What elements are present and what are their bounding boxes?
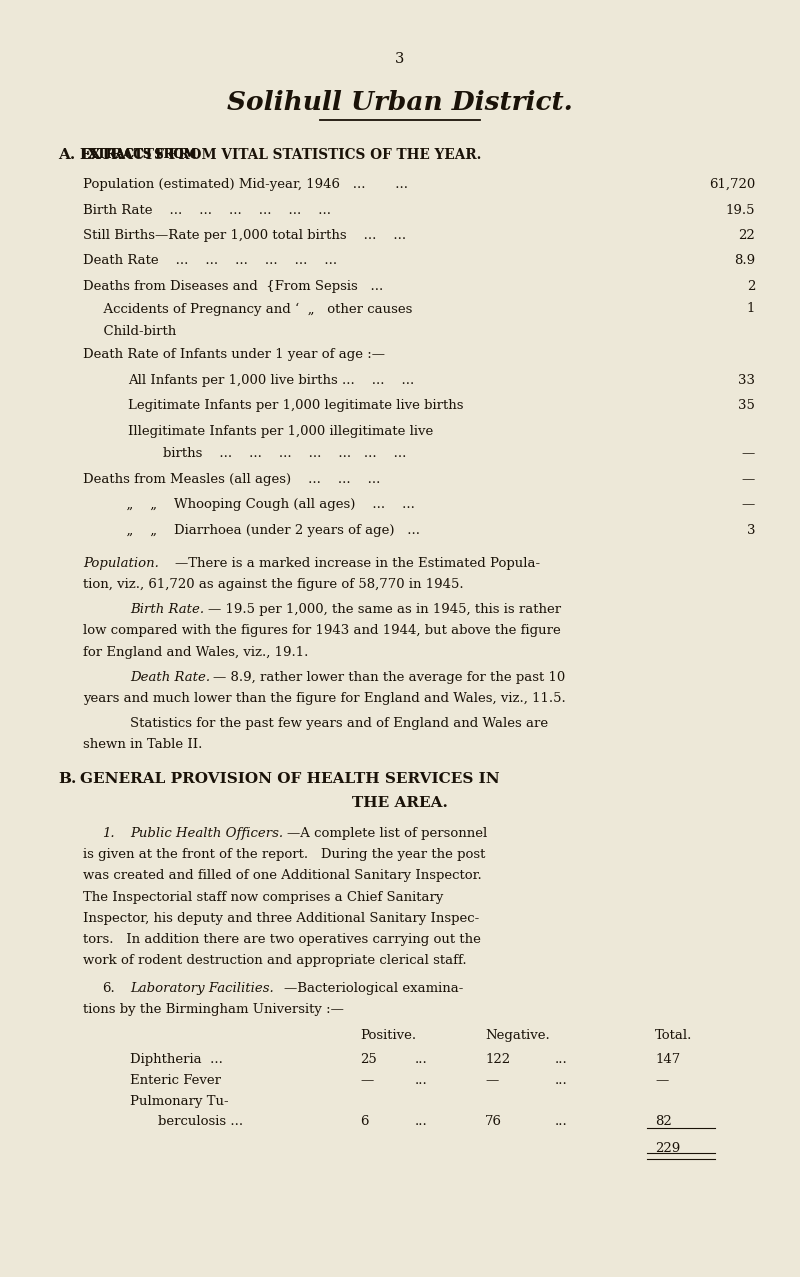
Text: tion, viz., 61,720 as against the figure of 58,770 in 1945.: tion, viz., 61,720 as against the figure… bbox=[83, 578, 464, 591]
Text: 1.: 1. bbox=[102, 827, 114, 840]
Text: Solihull Urban District.: Solihull Urban District. bbox=[227, 89, 573, 115]
Text: —: — bbox=[742, 447, 755, 460]
Text: 19.5: 19.5 bbox=[726, 203, 755, 217]
Text: 3: 3 bbox=[746, 524, 755, 536]
Text: Deaths from Diseases and  {From Sepsis   ...: Deaths from Diseases and {From Sepsis ..… bbox=[83, 280, 413, 292]
Text: Illegitimate Infants per 1,000 illegitimate live: Illegitimate Infants per 1,000 illegitim… bbox=[128, 425, 434, 438]
Text: The Inspectorial staff now comprises a Chief Sanitary: The Inspectorial staff now comprises a C… bbox=[83, 890, 443, 904]
Text: — 8.9, rather lower than the average for the past 10: — 8.9, rather lower than the average for… bbox=[213, 670, 566, 683]
Text: 33: 33 bbox=[738, 374, 755, 387]
Text: THE AREA.: THE AREA. bbox=[352, 797, 448, 811]
Text: ...: ... bbox=[415, 1115, 428, 1128]
Text: Diphtheria  ...: Diphtheria ... bbox=[130, 1052, 227, 1066]
Text: All Infants per 1,000 live births ...    ...    ...: All Infants per 1,000 live births ... ..… bbox=[128, 374, 422, 387]
Text: XTRACTS FROM: XTRACTS FROM bbox=[89, 148, 202, 161]
Text: 82: 82 bbox=[655, 1115, 672, 1128]
Text: —A complete list of personnel: —A complete list of personnel bbox=[287, 827, 487, 840]
Text: „    „    Diarrhoea (under 2 years of age)   ...: „ „ Diarrhoea (under 2 years of age) ... bbox=[118, 524, 429, 536]
Text: Accidents of Pregnancy and ‘  „   other causes: Accidents of Pregnancy and ‘ „ other cau… bbox=[95, 303, 412, 315]
Text: tors.   In addition there are two operatives carrying out the: tors. In addition there are two operativ… bbox=[83, 933, 481, 946]
Text: Statistics for the past few years and of England and Wales are: Statistics for the past few years and of… bbox=[130, 716, 548, 729]
Text: shewn in Table II.: shewn in Table II. bbox=[83, 738, 202, 751]
Text: Legitimate Infants per 1,000 legitimate live births: Legitimate Infants per 1,000 legitimate … bbox=[128, 400, 463, 412]
Text: Still Births—Rate per 1,000 total births    ...    ...: Still Births—Rate per 1,000 total births… bbox=[83, 229, 414, 243]
Text: 147: 147 bbox=[655, 1052, 680, 1066]
Text: 6.: 6. bbox=[102, 982, 114, 995]
Text: 122: 122 bbox=[485, 1052, 510, 1066]
Text: Birth Rate    ...    ...    ...    ...    ...    ...: Birth Rate ... ... ... ... ... ... bbox=[83, 203, 344, 217]
Text: E: E bbox=[80, 148, 90, 162]
Text: 22: 22 bbox=[738, 229, 755, 243]
Text: 25: 25 bbox=[360, 1052, 377, 1066]
Text: —: — bbox=[655, 1074, 668, 1087]
Text: Death Rate.: Death Rate. bbox=[130, 670, 210, 683]
Text: Child-birth: Child-birth bbox=[95, 324, 176, 338]
Text: —: — bbox=[742, 472, 755, 485]
Text: 76: 76 bbox=[485, 1115, 502, 1128]
Text: — 19.5 per 1,000, the same as in 1945, this is rather: — 19.5 per 1,000, the same as in 1945, t… bbox=[209, 603, 562, 616]
Text: is given at the front of the report.   During the year the post: is given at the front of the report. Dur… bbox=[83, 848, 486, 861]
Text: Inspector, his deputy and three Additional Sanitary Inspec-: Inspector, his deputy and three Addition… bbox=[83, 912, 479, 925]
Text: Pulmonary Tu-: Pulmonary Tu- bbox=[130, 1096, 229, 1108]
Text: ...: ... bbox=[555, 1052, 568, 1066]
Text: births    ...    ...    ...    ...    ...   ...    ...: births ... ... ... ... ... ... ... bbox=[163, 447, 406, 460]
Text: Enteric Fever: Enteric Fever bbox=[130, 1074, 230, 1087]
Text: EXTRACTS FROM VITAL STATISTICS OF THE YEAR.: EXTRACTS FROM VITAL STATISTICS OF THE YE… bbox=[80, 148, 482, 162]
Text: —Bacteriological examina-: —Bacteriological examina- bbox=[285, 982, 464, 995]
Text: for England and Wales, viz., 19.1.: for England and Wales, viz., 19.1. bbox=[83, 646, 308, 659]
Text: B.: B. bbox=[58, 771, 76, 785]
Text: —: — bbox=[742, 498, 755, 511]
Text: ...: ... bbox=[555, 1074, 568, 1087]
Text: Positive.: Positive. bbox=[360, 1029, 416, 1042]
Text: Negative.: Negative. bbox=[485, 1029, 550, 1042]
Text: Birth Rate.: Birth Rate. bbox=[130, 603, 204, 616]
Text: berculosis ...: berculosis ... bbox=[158, 1115, 252, 1128]
Text: Population (estimated) Mid-year, 1946   ...       ...: Population (estimated) Mid-year, 1946 ..… bbox=[83, 178, 408, 192]
Text: tions by the Birmingham University :—: tions by the Birmingham University :— bbox=[83, 1002, 344, 1016]
Text: ...: ... bbox=[415, 1052, 428, 1066]
Text: 2: 2 bbox=[746, 280, 755, 292]
Text: Death Rate of Infants under 1 year of age :—: Death Rate of Infants under 1 year of ag… bbox=[83, 349, 385, 361]
Text: Laboratory Facilities.: Laboratory Facilities. bbox=[130, 982, 274, 995]
Text: years and much lower than the figure for England and Wales, viz., 11.5.: years and much lower than the figure for… bbox=[83, 692, 566, 705]
Text: Deaths from Measles (all ages)    ...    ...    ...: Deaths from Measles (all ages) ... ... .… bbox=[83, 472, 389, 485]
Text: Public Health Officers.: Public Health Officers. bbox=[130, 827, 283, 840]
Text: Total.: Total. bbox=[655, 1029, 692, 1042]
Text: low compared with the figures for 1943 and 1944, but above the figure: low compared with the figures for 1943 a… bbox=[83, 624, 561, 637]
Text: ...: ... bbox=[415, 1074, 428, 1087]
Text: GENERAL PROVISION OF HEALTH SERVICES IN: GENERAL PROVISION OF HEALTH SERVICES IN bbox=[80, 771, 500, 785]
Text: 61,720: 61,720 bbox=[709, 178, 755, 192]
Text: —There is a marked increase in the Estimated Popula-: —There is a marked increase in the Estim… bbox=[175, 557, 540, 570]
Text: „    „    Whooping Cough (all ages)    ...    ...: „ „ Whooping Cough (all ages) ... ... bbox=[118, 498, 423, 511]
Text: Population.: Population. bbox=[83, 557, 159, 570]
Text: A.: A. bbox=[58, 148, 75, 162]
Text: was created and filled of one Additional Sanitary Inspector.: was created and filled of one Additional… bbox=[83, 870, 482, 882]
Text: 229: 229 bbox=[655, 1142, 680, 1156]
Text: 6: 6 bbox=[360, 1115, 369, 1128]
Text: —: — bbox=[360, 1074, 374, 1087]
Text: XTRACTS FROM: XTRACTS FROM bbox=[89, 148, 202, 161]
Text: 8.9: 8.9 bbox=[734, 254, 755, 267]
Text: —: — bbox=[485, 1074, 498, 1087]
Text: 35: 35 bbox=[738, 400, 755, 412]
Text: work of rodent destruction and appropriate clerical staff.: work of rodent destruction and appropria… bbox=[83, 954, 466, 967]
Text: Death Rate    ...    ...    ...    ...    ...    ...: Death Rate ... ... ... ... ... ... bbox=[83, 254, 350, 267]
Text: 1: 1 bbox=[746, 303, 755, 315]
Text: 3: 3 bbox=[395, 52, 405, 66]
Text: ...: ... bbox=[555, 1115, 568, 1128]
